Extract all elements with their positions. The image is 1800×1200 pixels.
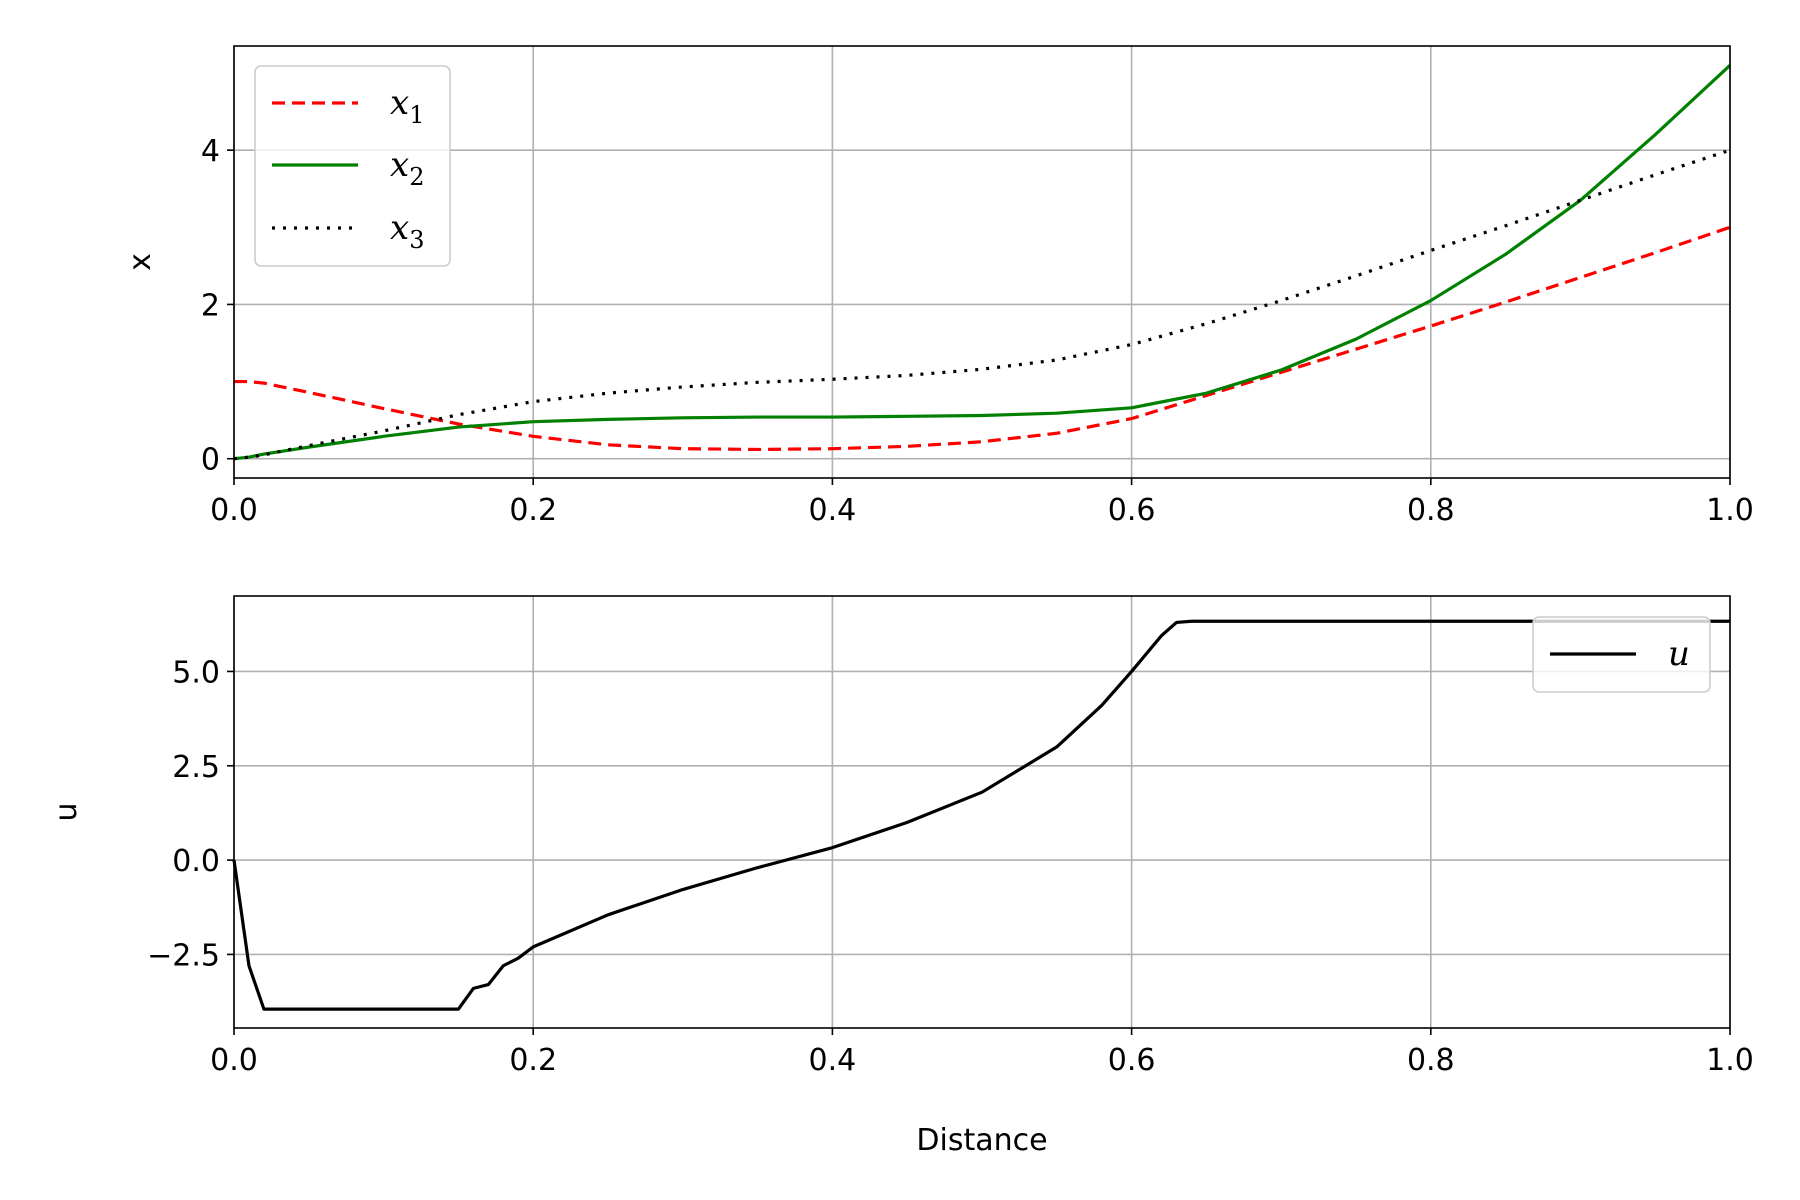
y-axis-label: u xyxy=(49,802,84,821)
plot-frame xyxy=(233,45,1731,479)
series-line-x2 xyxy=(233,64,1732,461)
y-tick-label: 2 xyxy=(201,288,220,323)
x-tick-label: 0.0 xyxy=(210,493,258,528)
x-tick-label: 0.4 xyxy=(809,493,857,528)
legend-label-x3: x3 xyxy=(390,208,424,254)
x-tick-label: 0.0 xyxy=(210,1043,258,1078)
x-tick-label: 0.8 xyxy=(1407,1043,1455,1078)
series-line-u xyxy=(232,619,1730,1011)
y-tick-label: 5.0 xyxy=(172,655,220,690)
legend-label-x2: x2 xyxy=(390,145,424,191)
y-axis-label: x xyxy=(123,253,158,271)
x-tick-label: 0.8 xyxy=(1407,493,1455,528)
x-axis-label: Distance xyxy=(916,1123,1047,1158)
subplot-2: 0.0 0.2 0.4 0.6 0.8 1.0 5.0 2.5 0.0 −2.5 u Distance… xyxy=(49,595,1754,1158)
legend: x1 x2 x3 xyxy=(254,65,451,267)
legend-label-x1: x1 xyxy=(390,83,424,129)
x-tick-label: 1.0 xyxy=(1706,493,1754,528)
plot-frame xyxy=(233,595,1731,1029)
x-tick-label: 0.4 xyxy=(809,1043,857,1078)
y-tick-label: 4 xyxy=(201,134,220,169)
y-tick-label: 0.0 xyxy=(172,844,220,879)
legend: u xyxy=(1532,616,1711,693)
y-tick-label: −2.5 xyxy=(147,938,220,973)
y-tick-label: 0 xyxy=(201,443,220,478)
x-tick-label: 0.6 xyxy=(1108,493,1156,528)
subplot-1: 0.0 0.2 0.4 0.6 0.8 1.0 0 2 4 x x1 x2 x3 xyxy=(123,45,1754,528)
x-tick-label: 0.6 xyxy=(1108,1043,1156,1078)
y-tick-label: 2.5 xyxy=(172,750,220,785)
series-line-x1 xyxy=(234,225,1731,452)
x-tick-label: 0.2 xyxy=(509,493,557,528)
legend-label-u: u xyxy=(1668,634,1690,674)
x-tick-label: 0.2 xyxy=(509,1043,557,1078)
x-tick-label: 1.0 xyxy=(1706,1043,1754,1078)
